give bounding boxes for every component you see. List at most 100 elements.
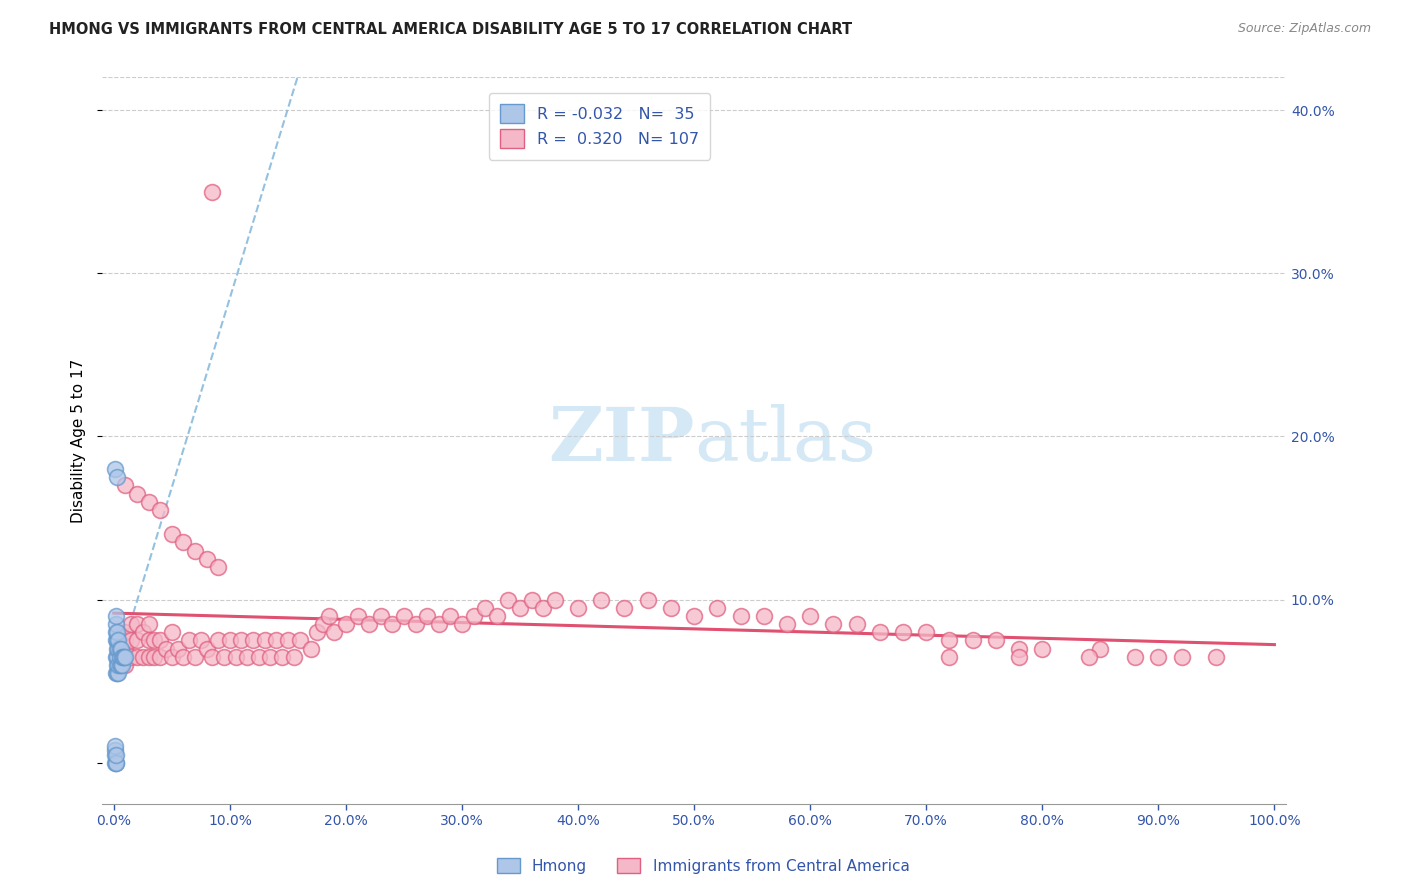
Point (110, 657, 132, 672)
Point (104, 756, 127, 770)
Point (105, 641, 128, 656)
Point (236, 649, 259, 664)
Point (1147, 649, 1170, 664)
Point (730, 608, 752, 623)
Point (277, 633, 299, 648)
Point (114, 641, 136, 656)
Point (132, 625, 155, 640)
Point (160, 649, 183, 664)
Point (111, 657, 134, 672)
Point (299, 641, 322, 656)
Point (283, 649, 305, 664)
Point (1008, 641, 1031, 656)
Point (110, 641, 132, 656)
Point (125, 486, 148, 500)
Point (1077, 649, 1099, 664)
Point (114, 633, 136, 648)
Point (891, 625, 914, 640)
Point (125, 649, 148, 664)
Point (114, 478, 136, 492)
Point (107, 657, 129, 672)
Point (869, 625, 891, 640)
Point (242, 633, 264, 648)
Point (392, 608, 415, 623)
Point (105, 470, 128, 484)
Point (105, 617, 128, 632)
Point (346, 608, 368, 623)
Point (451, 617, 474, 632)
Point (485, 608, 508, 623)
Point (938, 649, 960, 664)
Point (439, 608, 461, 623)
Point (108, 657, 131, 672)
Point (190, 633, 212, 648)
Point (120, 617, 142, 632)
Point (474, 600, 496, 615)
Point (125, 617, 148, 632)
Point (114, 657, 136, 672)
Point (143, 649, 166, 664)
Point (509, 600, 531, 615)
Point (498, 592, 520, 607)
Point (105, 756, 128, 770)
Text: atlas: atlas (695, 404, 876, 477)
Point (271, 649, 294, 664)
Point (166, 641, 188, 656)
Point (105, 657, 128, 672)
Point (104, 462, 127, 476)
Point (567, 600, 589, 615)
Point (111, 649, 134, 664)
Point (149, 503, 172, 517)
Point (105, 747, 128, 762)
Point (172, 535, 194, 549)
Point (138, 494, 160, 508)
Point (1090, 641, 1112, 656)
Point (112, 649, 135, 664)
Point (114, 625, 136, 640)
Point (105, 633, 128, 648)
Point (416, 608, 439, 623)
Point (323, 625, 346, 640)
Point (120, 633, 142, 648)
Point (938, 633, 960, 648)
Point (776, 617, 799, 632)
Point (225, 649, 247, 664)
Point (195, 641, 218, 656)
Point (318, 608, 340, 623)
Legend: R = -0.032   N=  35, R =  0.320   N= 107: R = -0.032 N= 35, R = 0.320 N= 107 (489, 93, 710, 160)
Point (104, 747, 127, 762)
Point (105, 649, 128, 664)
Point (105, 665, 128, 680)
Point (637, 592, 659, 607)
Point (138, 633, 160, 648)
Point (105, 625, 128, 640)
Point (132, 649, 155, 664)
Point (105, 633, 128, 648)
Point (253, 633, 276, 648)
Point (1123, 649, 1146, 664)
Point (312, 617, 335, 632)
Point (799, 608, 821, 623)
Point (463, 608, 485, 623)
Point (427, 617, 450, 632)
Point (706, 600, 728, 615)
Point (1031, 641, 1053, 656)
Point (201, 649, 224, 664)
Point (160, 625, 183, 640)
Text: Source: ZipAtlas.com: Source: ZipAtlas.com (1237, 22, 1371, 36)
Point (138, 649, 160, 664)
Point (288, 633, 311, 648)
Point (962, 633, 984, 648)
Point (149, 633, 172, 648)
Y-axis label: Disability Age 5 to 17: Disability Age 5 to 17 (72, 359, 86, 523)
Point (184, 543, 207, 558)
Point (105, 665, 128, 680)
Point (107, 633, 129, 648)
Point (359, 617, 381, 632)
Text: HMONG VS IMMIGRANTS FROM CENTRAL AMERICA DISABILITY AGE 5 TO 17 CORRELATION CHAR: HMONG VS IMMIGRANTS FROM CENTRAL AMERICA… (49, 22, 852, 37)
Point (1008, 649, 1031, 664)
Point (195, 551, 218, 566)
Point (1205, 649, 1227, 664)
Point (591, 592, 613, 607)
Point (218, 633, 240, 648)
